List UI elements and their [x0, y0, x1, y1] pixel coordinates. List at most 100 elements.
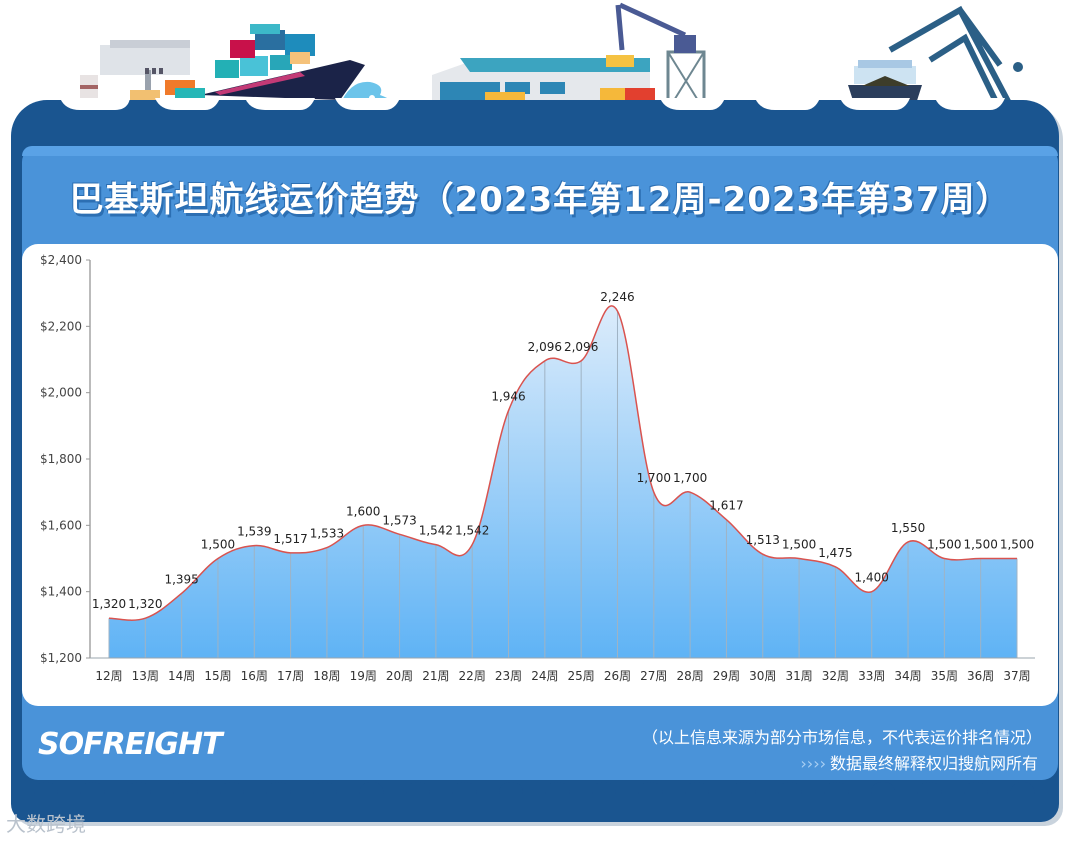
gantry-crane-icon [888, 5, 1023, 112]
tooth-shape [452, 782, 477, 806]
terminal-building-icon [80, 40, 190, 105]
inner-panel-highlight [22, 146, 1058, 156]
x-tick-label: 30周 [749, 669, 776, 683]
tooth-shape [80, 782, 105, 806]
tooth-shape [127, 782, 151, 806]
sofreight-logo: SOFREIGHT [38, 727, 223, 762]
y-tick-label: $2,400 [40, 253, 82, 267]
x-tick-label: 25周 [568, 669, 595, 683]
container-ship-icon [130, 24, 365, 104]
x-tick-label: 28周 [676, 669, 703, 683]
data-label: 1,475 [818, 546, 852, 560]
data-label: 1,700 [637, 471, 671, 485]
x-tick-label: 31周 [785, 669, 812, 683]
data-label: 2,096 [564, 340, 598, 354]
chart-title: 巴基斯坦航线运价趋势（2023年第12周-2023年第37周） [69, 180, 1011, 220]
x-tick-label: 12周 [95, 669, 122, 683]
ticket-teeth [34, 782, 1035, 806]
data-label: 1,395 [164, 572, 198, 586]
x-tick-label: 24周 [531, 669, 558, 683]
data-label: 1,617 [709, 499, 743, 513]
x-tick-label: 34周 [894, 669, 921, 683]
chart-card: $1,200 $1,400 $1,600 $1,800 $2,000 $2,200 $2,4… [22, 244, 1058, 706]
logo-text: SOFREIGHT [38, 727, 223, 762]
chevrons-icon: ›››› [800, 754, 826, 773]
data-label: 1,542 [455, 524, 489, 538]
area-fill [109, 305, 1017, 658]
rights-text: 数据最终解释权归搜航网所有 [829, 754, 1038, 773]
tooth-shape [964, 782, 988, 806]
tooth-shape [545, 782, 570, 806]
data-label: 1,500 [1000, 538, 1034, 552]
tooth-shape [917, 782, 942, 806]
area-chart: $1,200 $1,400 $1,600 $1,800 $2,000 $2,200 $2,4… [40, 253, 1035, 683]
x-tick-label: 18周 [313, 669, 340, 683]
tooth-shape [266, 782, 291, 806]
x-tick-label: 21周 [422, 669, 449, 683]
data-label: 1,542 [419, 524, 453, 538]
x-tick-label: 37周 [1003, 669, 1030, 683]
data-label: 2,096 [528, 340, 562, 354]
x-tick-label: 22周 [459, 669, 486, 683]
x-tick-label: 35周 [931, 669, 958, 683]
tooth-shape [824, 782, 849, 806]
x-tick-label: 27周 [640, 669, 667, 683]
data-label: 2,246 [600, 290, 634, 304]
y-tick-label: $2,000 [40, 386, 82, 400]
tooth-shape [871, 782, 895, 806]
tooth-shape [638, 782, 663, 806]
warehouse-icon [432, 58, 655, 100]
tooth-shape [34, 782, 58, 806]
data-label: 1,539 [237, 525, 271, 539]
rights-line: ›››› 数据最终解释权归搜航网所有 [800, 750, 1038, 774]
tooth-shape [220, 782, 244, 806]
tooth-shape [731, 782, 756, 806]
y-tick-label: $1,400 [40, 585, 82, 599]
y-tick-label: $2,200 [40, 319, 82, 333]
disclaimer-text: （以上信息来源为部分市场信息，不代表运价排名情况） [641, 728, 1042, 747]
y-tick-label: $1,600 [40, 518, 82, 532]
data-label: 1,500 [927, 538, 961, 552]
data-label: 1,573 [382, 513, 416, 527]
data-label: 1,517 [273, 532, 307, 546]
data-label: 1,513 [746, 533, 780, 547]
x-tick-label: 26周 [604, 669, 631, 683]
tooth-shape [1010, 782, 1035, 806]
tooth-shape [685, 782, 709, 806]
tooth-shape [313, 782, 337, 806]
tooth-shape [499, 782, 523, 806]
data-label: 1,550 [891, 521, 925, 535]
x-tick-label: 19周 [350, 669, 377, 683]
y-tick-label: $1,200 [40, 651, 82, 665]
tooth-shape [406, 782, 430, 806]
frame-notches [60, 98, 1005, 110]
tooth-shape [592, 782, 616, 806]
data-label: 1,946 [491, 390, 525, 404]
x-tick-label: 23周 [495, 669, 522, 683]
data-label: 1,500 [964, 538, 998, 552]
data-label: 1,533 [310, 527, 344, 541]
data-label: 1,320 [92, 597, 126, 611]
tooth-shape [778, 782, 802, 806]
x-tick-label: 32周 [822, 669, 849, 683]
series-line [108, 305, 1017, 621]
x-tick-label: 29周 [713, 669, 740, 683]
x-tick-label: 16周 [241, 669, 268, 683]
data-label: 1,500 [782, 538, 816, 552]
x-tick-label: 20周 [386, 669, 413, 683]
tooth-shape [359, 782, 384, 806]
data-label: 1,700 [673, 471, 707, 485]
x-tick-label: 33周 [858, 669, 885, 683]
x-tick-label: 36周 [967, 669, 994, 683]
x-tick-label: 13周 [132, 669, 159, 683]
x-tick-label: 14周 [168, 669, 195, 683]
watermark-text: 大数跨境 [6, 812, 86, 836]
y-tick-label: $1,800 [40, 452, 82, 466]
x-tick-label: 17周 [277, 669, 304, 683]
tooth-shape [173, 782, 198, 806]
data-label: 1,400 [855, 571, 889, 585]
data-label: 1,500 [201, 538, 235, 552]
data-label: 1,320 [128, 597, 162, 611]
x-tick-label: 15周 [204, 669, 231, 683]
data-label: 1,600 [346, 504, 380, 518]
